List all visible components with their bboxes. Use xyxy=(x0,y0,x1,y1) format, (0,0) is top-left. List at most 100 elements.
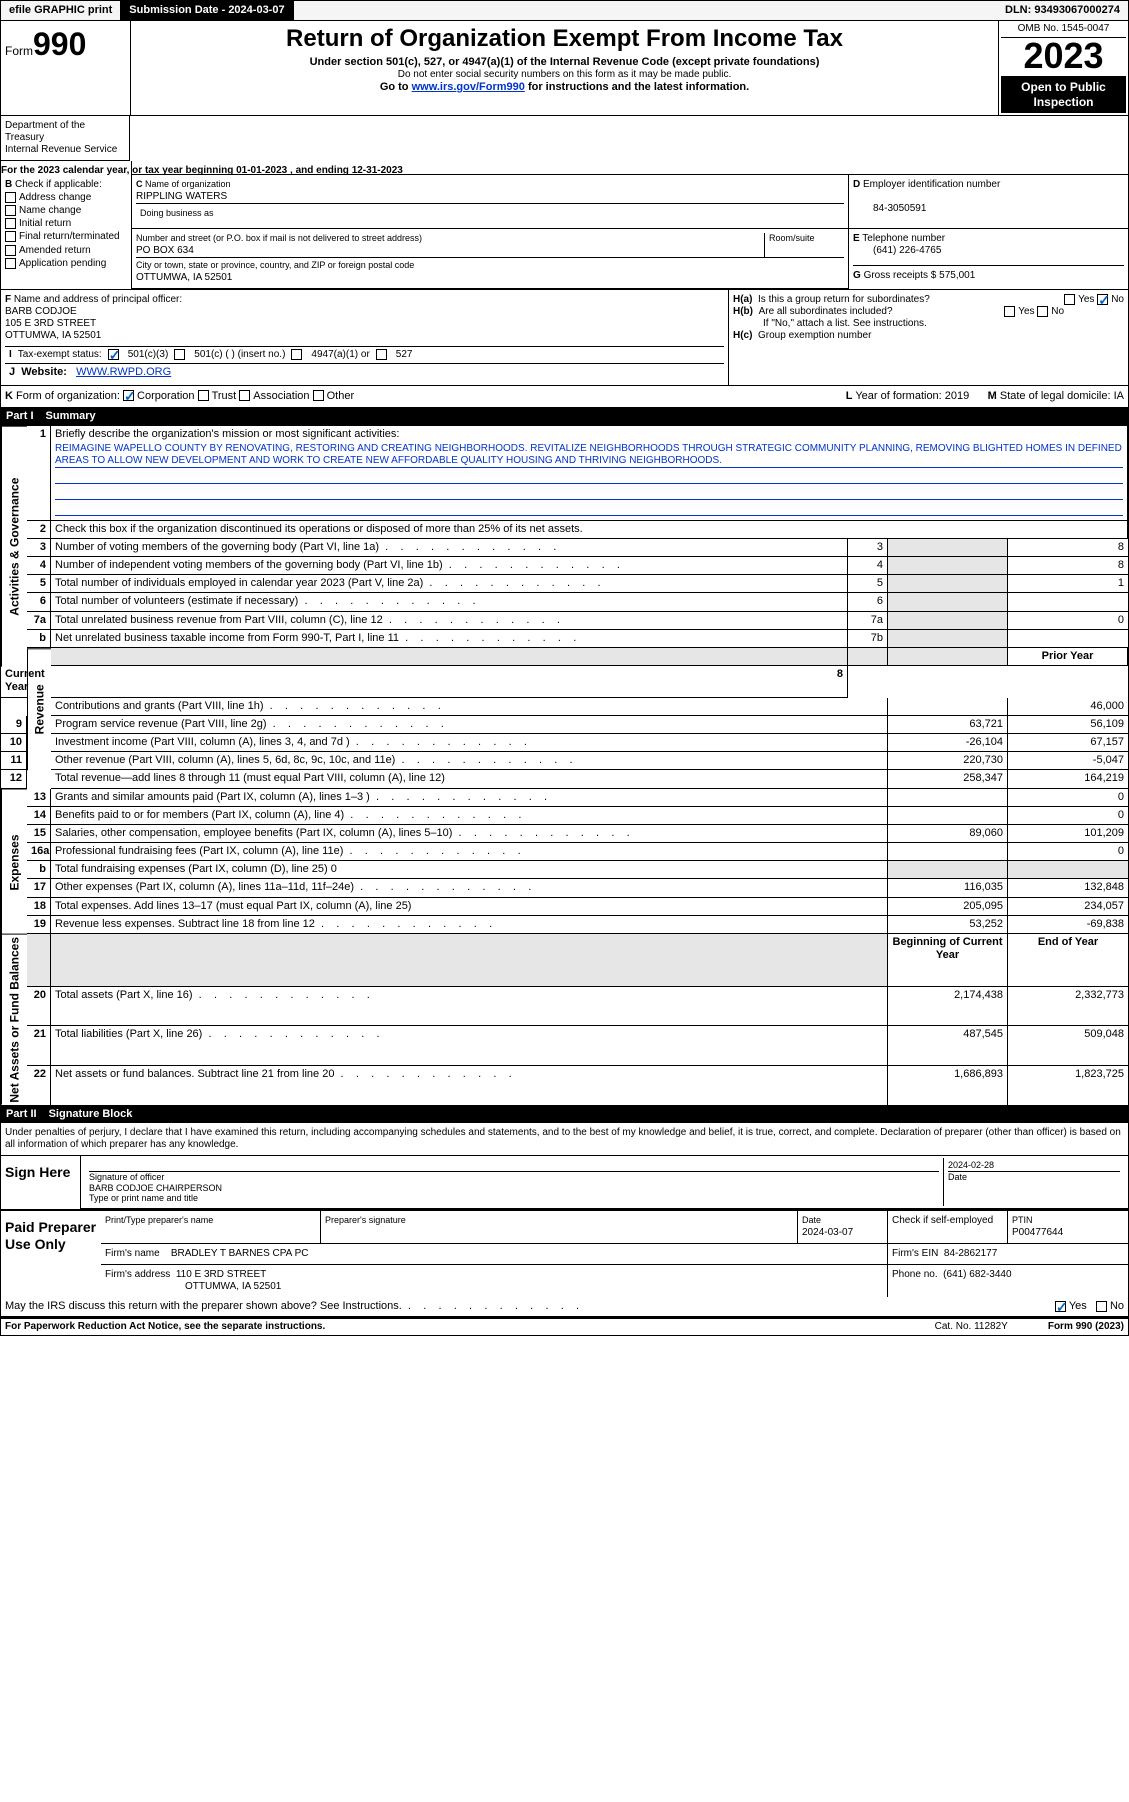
row22-prior: 1,686,893 xyxy=(888,1066,1008,1105)
line2-text: Check this box if the organization disco… xyxy=(51,521,1128,539)
row13-label: Grants and similar amounts paid (Part IX… xyxy=(51,789,888,807)
row6-label: Total number of volunteers (estimate if … xyxy=(51,593,848,611)
row21-cur: 509,048 xyxy=(1008,1026,1128,1066)
prior-year-header: Prior Year xyxy=(1008,648,1128,666)
irs-label: Internal Revenue Service xyxy=(5,144,117,155)
sig-typed-label: Type or print name and title xyxy=(89,1193,198,1203)
prep-date: 2024-03-07 xyxy=(802,1227,853,1238)
dln: DLN: 93493067000274 xyxy=(997,1,1128,20)
cb-initial-return[interactable]: Initial return xyxy=(5,218,127,230)
website-link[interactable]: WWW.RWPD.ORG xyxy=(76,366,171,378)
efile-topbar: efile GRAPHIC print Submission Date - 20… xyxy=(0,0,1129,21)
cb-4947[interactable] xyxy=(291,349,302,360)
form-of-org-label: Form of organization: xyxy=(16,390,120,403)
cb-final-return[interactable]: Final return/terminated xyxy=(5,231,127,243)
row6-val xyxy=(1008,593,1128,611)
row3-val: 8 xyxy=(1008,539,1128,557)
cb-501c[interactable] xyxy=(174,349,185,360)
firm-ein: 84-2862177 xyxy=(944,1248,997,1259)
row14-cur: 0 xyxy=(1008,807,1128,825)
row9-prior: 63,721 xyxy=(888,716,1008,734)
section-expenses: Expenses xyxy=(1,789,27,935)
part2-title: Signature Block xyxy=(49,1108,133,1121)
b-letter: B xyxy=(5,179,12,190)
row7a-label: Total unrelated business revenue from Pa… xyxy=(51,612,848,630)
cb-association[interactable] xyxy=(239,390,250,401)
row8-label: Contributions and grants (Part VIII, lin… xyxy=(51,698,888,716)
cb-hb-yes[interactable] xyxy=(1004,306,1015,317)
cb-527[interactable] xyxy=(376,349,387,360)
cb-application-pending[interactable]: Application pending xyxy=(5,258,127,270)
m-letter: M xyxy=(988,390,997,402)
beg-year-header: Beginning of Current Year xyxy=(888,934,1008,987)
cb-501c3[interactable] xyxy=(108,349,119,360)
cb-trust[interactable] xyxy=(198,390,209,401)
row18-cur: 234,057 xyxy=(1008,898,1128,916)
tax-exempt-label: Tax-exempt status: xyxy=(18,349,102,361)
row9-cur: 56,109 xyxy=(1008,716,1128,734)
row17-prior: 116,035 xyxy=(888,879,1008,897)
row5-val: 1 xyxy=(1008,575,1128,593)
goto-suffix: for instructions and the latest informat… xyxy=(525,81,749,93)
cb-ha-no[interactable] xyxy=(1097,294,1108,305)
row16a-prior xyxy=(888,843,1008,861)
row22-cur: 1,823,725 xyxy=(1008,1066,1128,1105)
row15-prior: 89,060 xyxy=(888,825,1008,843)
gross-receipts: 575,001 xyxy=(939,270,975,281)
goto-instructions: Go to www.irs.gov/Form990 for instructio… xyxy=(135,81,994,94)
cb-other[interactable] xyxy=(313,390,324,401)
row17-label: Other expenses (Part IX, column (A), lin… xyxy=(51,879,888,897)
firm-phone-label: Phone no. xyxy=(892,1269,938,1280)
cb-address-change[interactable]: Address change xyxy=(5,192,127,204)
city-value: OTTUMWA, IA 52501 xyxy=(136,272,232,283)
ein-label: Employer identification number xyxy=(863,179,1000,190)
row10-cur: 67,157 xyxy=(1008,734,1128,752)
row20-cur: 2,332,773 xyxy=(1008,987,1128,1027)
street-address: PO BOX 634 xyxy=(136,245,194,256)
org-name: RIPPLING WATERS xyxy=(136,191,227,202)
prep-date-label: Date xyxy=(802,1215,821,1225)
end-year-header: End of Year xyxy=(1008,934,1128,987)
row10-label: Investment income (Part VIII, column (A)… xyxy=(51,734,888,752)
row4-label: Number of independent voting members of … xyxy=(51,557,848,575)
row7b-label: Net unrelated business taxable income fr… xyxy=(51,630,848,648)
cb-discuss-yes[interactable] xyxy=(1055,1301,1066,1312)
d-letter: D xyxy=(853,179,860,190)
row3-label: Number of voting members of the governin… xyxy=(51,539,848,557)
cb-ha-yes[interactable] xyxy=(1064,294,1075,305)
cb-corporation[interactable] xyxy=(123,390,134,401)
part2-label: Part II xyxy=(6,1108,37,1121)
addr-label: Number and street (or P.O. box if mail i… xyxy=(136,233,422,243)
row7b-val xyxy=(1008,630,1128,648)
row16a-cur: 0 xyxy=(1008,843,1128,861)
part1-label: Part I xyxy=(6,410,34,423)
current-year-header: Current Year xyxy=(1,666,27,697)
form-label: Form xyxy=(5,44,33,58)
cat-number: Cat. No. 11282Y xyxy=(935,1321,1008,1333)
row10-prior: -26,104 xyxy=(888,734,1008,752)
firm-city: OTTUMWA, IA 52501 xyxy=(185,1281,281,1292)
form-header: Form990 Return of Organization Exempt Fr… xyxy=(0,21,1129,116)
row20-prior: 2,174,438 xyxy=(888,987,1008,1027)
cb-amended-return[interactable]: Amended return xyxy=(5,245,127,257)
row15-cur: 101,209 xyxy=(1008,825,1128,843)
form-reference: Form 990 (2023) xyxy=(1048,1321,1124,1333)
row16a-label: Professional fundraising fees (Part IX, … xyxy=(51,843,888,861)
ha-label: Is this a group return for subordinates? xyxy=(758,294,930,305)
row12-prior: 258,347 xyxy=(888,770,1008,788)
efile-label[interactable]: efile GRAPHIC print xyxy=(1,1,121,20)
cb-hb-no[interactable] xyxy=(1037,306,1048,317)
domicile: IA xyxy=(1114,390,1124,402)
city-label: City or town, state or province, country… xyxy=(136,260,414,270)
row20-label: Total assets (Part X, line 16) xyxy=(51,987,888,1027)
form-title: Return of Organization Exempt From Incom… xyxy=(135,25,994,54)
firm-phone: (641) 682-3440 xyxy=(943,1269,1011,1280)
tele-label: Telephone number xyxy=(862,233,945,244)
cb-name-change[interactable]: Name change xyxy=(5,205,127,217)
row11-cur: -5,047 xyxy=(1008,752,1128,770)
e-letter: E xyxy=(853,233,860,244)
paperwork-notice: For Paperwork Reduction Act Notice, see … xyxy=(5,1321,325,1333)
officer-value: BARB CODJOE 105 E 3RD STREET OTTUMWA, IA… xyxy=(5,306,101,341)
cb-discuss-no[interactable] xyxy=(1096,1301,1107,1312)
instructions-link[interactable]: www.irs.gov/Form990 xyxy=(412,81,525,93)
